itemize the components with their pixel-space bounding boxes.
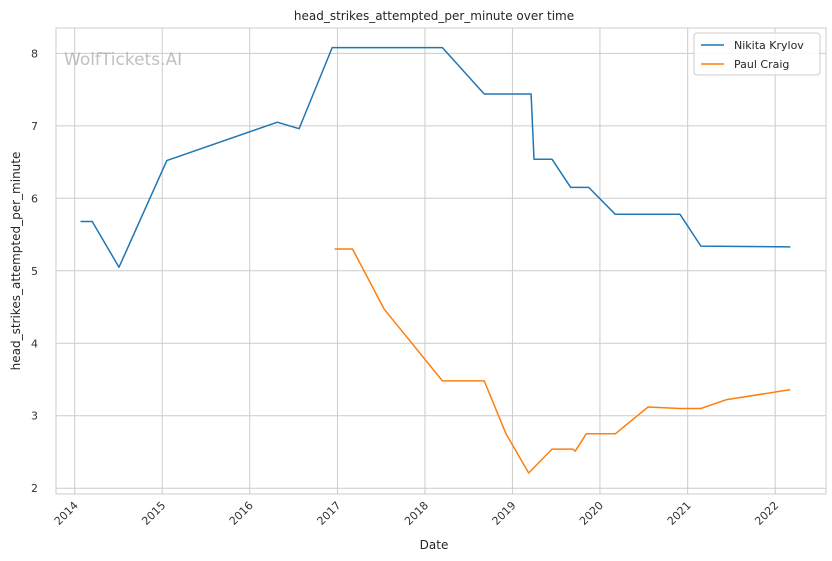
y-axis-label: head_strikes_attempted_per_minute	[9, 152, 23, 371]
series-lines	[80, 46, 791, 474]
y-tick-label: 5	[31, 265, 38, 278]
x-tick-label: 2020	[577, 499, 606, 528]
grid	[56, 28, 826, 494]
y-tick-label: 7	[31, 120, 38, 133]
chart-title: head_strikes_attempted_per_minute over t…	[294, 9, 574, 23]
legend-label-nikita-krylov: Nikita Krylov	[734, 39, 804, 52]
y-tick-label: 2	[31, 482, 38, 495]
x-tick-label: 2019	[490, 499, 519, 528]
x-tick-label: 2014	[52, 499, 81, 528]
x-tick-label: 2021	[665, 499, 694, 528]
legend-label-paul-craig: Paul Craig	[734, 58, 789, 71]
legend-box	[693, 32, 821, 76]
y-tick-label: 8	[31, 47, 38, 60]
x-axis-ticks: 2014 2015 2016 2017 2018 2019 2020 2021 2022	[52, 499, 781, 528]
y-axis-ticks: 2 3 4 5 6 7 8	[31, 47, 38, 495]
x-tick-label: 2015	[139, 499, 168, 528]
watermark: WolfTickets.AI	[64, 50, 182, 70]
y-tick-label: 3	[31, 410, 38, 423]
y-tick-label: 6	[31, 192, 38, 205]
plot-area	[55, 27, 827, 495]
x-tick-label: 2022	[752, 499, 781, 528]
x-tick-label: 2016	[227, 499, 256, 528]
x-tick-label: 2018	[402, 499, 431, 528]
x-axis-label: Date	[420, 538, 449, 552]
series-line-nikita-krylov	[80, 46, 791, 268]
series-line-paul-craig	[334, 248, 791, 474]
y-tick-label: 4	[31, 337, 38, 350]
x-tick-label: 2017	[315, 499, 344, 528]
legend: Nikita Krylov Paul Craig	[693, 32, 821, 76]
